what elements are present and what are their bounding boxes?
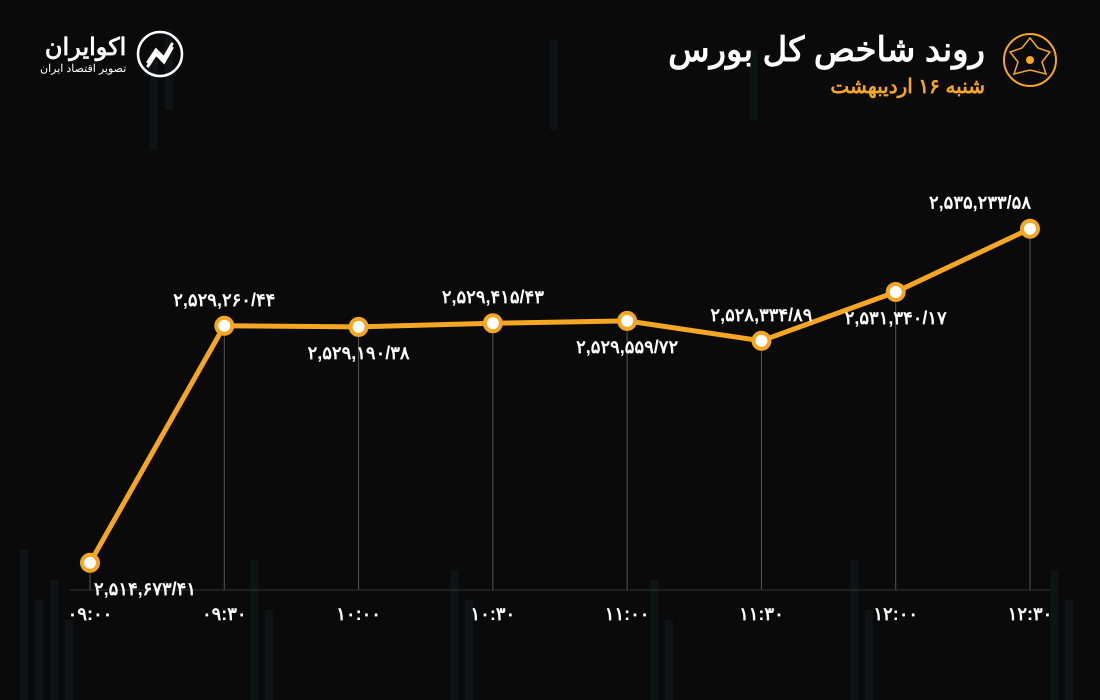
- line-chart: ۲,۵۱۴,۶۷۳/۴۱ ۲,۵۲۹,۲۶۰/۴۴ ۲,۵۲۹,۱۹۰/۳۸ ۲,۵۲…: [60, 150, 1060, 640]
- chart-area: ۲,۵۱۴,۶۷۳/۴۱ ۲,۵۲۹,۲۶۰/۴۴ ۲,۵۲۹,۱۹۰/۳۸ ۲,۵۲…: [60, 150, 1060, 640]
- value-label: ۲,۵۱۴,۶۷۳/۴۱: [94, 579, 196, 599]
- value-label: ۲,۵۳۱,۳۴۰/۱۷: [845, 308, 947, 328]
- x-axis-label: ۱۲:۳۰: [1008, 604, 1053, 624]
- x-axis-label: ۱۱:۰۰: [605, 604, 650, 624]
- brand-block: اکوایران تصویر اقتصاد ایران: [40, 30, 184, 78]
- x-axis-label: ۱۰:۳۰: [471, 604, 516, 624]
- x-axis-label: ۱۱:۳۰: [739, 604, 784, 624]
- chart-subtitle: شنبه ۱۶ اردیبهشت: [668, 74, 985, 99]
- brand-name: اکوایران: [40, 33, 126, 62]
- value-label: ۲,۵۲۹,۲۶۰/۴۴: [173, 290, 275, 310]
- seal-icon: [1000, 30, 1060, 90]
- brand-tagline: تصویر اقتصاد ایران: [40, 62, 126, 75]
- x-axis-label: ۱۰:۰۰: [336, 604, 381, 624]
- brand-logo-icon: [136, 30, 184, 78]
- value-label: ۲,۵۲۹,۴۱۵/۴۳: [442, 287, 544, 307]
- value-label: ۲,۵۲۸,۳۳۴/۸۹: [710, 305, 812, 325]
- x-axis-label: ۱۲:۰۰: [873, 604, 918, 624]
- x-axis-label: ۰۹:۰۰: [68, 604, 113, 624]
- chart-title: روند شاخص کل بورس: [668, 30, 985, 70]
- value-label: ۲,۵۲۹,۱۹۰/۳۸: [308, 343, 410, 363]
- value-label: ۲,۵۳۵,۲۳۳/۵۸: [929, 193, 1031, 213]
- x-axis-label: ۰۹:۳۰: [202, 604, 247, 624]
- header: روند شاخص کل بورس شنبه ۱۶ اردیبهشت اکوای…: [40, 30, 1060, 99]
- title-block: روند شاخص کل بورس شنبه ۱۶ اردیبهشت: [668, 30, 1060, 99]
- value-label: ۲,۵۲۹,۵۵۹/۷۲: [576, 337, 678, 357]
- chart-container: روند شاخص کل بورس شنبه ۱۶ اردیبهشت اکوای…: [0, 0, 1100, 700]
